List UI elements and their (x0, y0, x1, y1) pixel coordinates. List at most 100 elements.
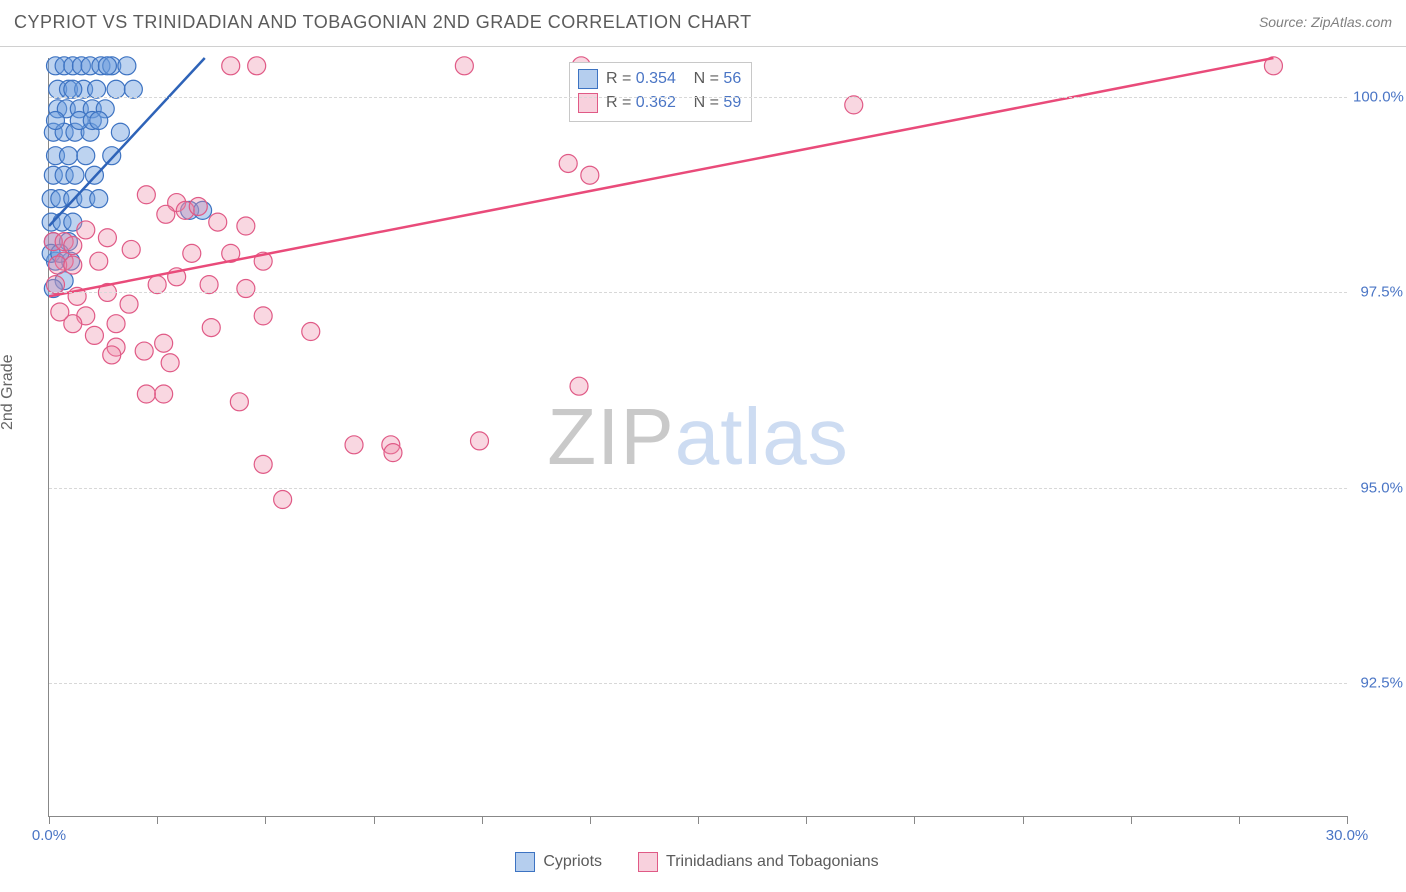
y-axis-title: 2nd Grade (0, 354, 17, 430)
data-point (66, 166, 84, 184)
x-tick (1239, 816, 1240, 824)
data-point (202, 319, 220, 337)
data-point (155, 334, 173, 352)
data-point (570, 377, 588, 395)
source-name: ZipAtlas.com (1311, 14, 1392, 30)
data-point (124, 80, 142, 98)
stats-text: R = 0.362 N = 59 (606, 91, 741, 115)
data-point (107, 80, 125, 98)
data-point (64, 315, 82, 333)
x-tick (1347, 816, 1348, 824)
data-point (118, 57, 136, 75)
data-point (90, 252, 108, 270)
data-point (254, 455, 272, 473)
data-point (135, 342, 153, 360)
data-point (189, 197, 207, 215)
x-tick (590, 816, 591, 824)
data-point (230, 393, 248, 411)
data-point (77, 221, 95, 239)
y-tick-label: 100.0% (1353, 89, 1403, 106)
data-point (200, 276, 218, 294)
data-point (107, 315, 125, 333)
data-point (103, 147, 121, 165)
gridline (49, 488, 1347, 489)
data-point (155, 385, 173, 403)
data-point (88, 80, 106, 98)
data-point (148, 276, 166, 294)
legend-label: Cypriots (543, 853, 602, 871)
y-tick-label: 95.0% (1353, 479, 1403, 496)
data-point (845, 96, 863, 114)
data-point (248, 57, 266, 75)
data-point (254, 307, 272, 325)
data-point (120, 295, 138, 313)
data-point (137, 385, 155, 403)
stats-legend: R = 0.354 N = 56 R = 0.362 N = 59 (569, 62, 752, 122)
data-point (46, 112, 64, 130)
chart-header: CYPRIOT VS TRINIDADIAN AND TOBAGONIAN 2N… (0, 0, 1406, 47)
x-tick (157, 816, 158, 824)
x-tick-label: 0.0% (32, 827, 66, 844)
legend-item-trinidadians: Trinidadians and Tobagonians (638, 852, 879, 872)
data-point (64, 80, 82, 98)
data-point (64, 237, 82, 255)
x-tick (806, 816, 807, 824)
gridline (49, 683, 1347, 684)
gridline (49, 97, 1347, 98)
data-point (559, 154, 577, 172)
stats-legend-row: R = 0.362 N = 59 (578, 91, 741, 115)
data-point (384, 444, 402, 462)
y-tick-label: 92.5% (1353, 675, 1403, 692)
gridline (49, 292, 1347, 293)
data-point (183, 244, 201, 262)
data-point (64, 256, 82, 274)
swatch-pink-icon (638, 852, 658, 872)
data-point (46, 276, 64, 294)
data-point (209, 213, 227, 231)
data-point (98, 57, 116, 75)
scatter-plot: ZIPatlas R = 0.354 N = 56 R = 0.362 N = … (48, 58, 1347, 817)
x-tick (49, 816, 50, 824)
data-point (222, 57, 240, 75)
data-point (90, 190, 108, 208)
x-tick (482, 816, 483, 824)
chart-source: Source: ZipAtlas.com (1259, 14, 1392, 30)
swatch-pink-icon (578, 93, 598, 113)
data-point (98, 229, 116, 247)
data-point (111, 123, 129, 141)
x-tick (1131, 816, 1132, 824)
swatch-blue-icon (578, 69, 598, 89)
data-point (157, 205, 175, 223)
x-tick (374, 816, 375, 824)
data-point (137, 186, 155, 204)
data-point (77, 147, 95, 165)
data-point (85, 326, 103, 344)
data-point (103, 346, 121, 364)
data-point (122, 240, 140, 258)
source-prefix: Source: (1259, 14, 1311, 30)
data-point (581, 166, 599, 184)
data-point (455, 57, 473, 75)
stats-legend-row: R = 0.354 N = 56 (578, 67, 741, 91)
data-point (59, 147, 77, 165)
legend-label: Trinidadians and Tobagonians (666, 853, 879, 871)
data-point (274, 491, 292, 509)
chart-svg (49, 58, 1347, 816)
data-point (237, 217, 255, 235)
x-tick-label: 30.0% (1326, 827, 1369, 844)
data-point (90, 112, 108, 130)
data-point (345, 436, 363, 454)
x-tick (698, 816, 699, 824)
x-tick (914, 816, 915, 824)
x-tick (1023, 816, 1024, 824)
y-tick-label: 97.5% (1353, 284, 1403, 301)
data-point (161, 354, 179, 372)
data-point (471, 432, 489, 450)
legend-item-cypriots: Cypriots (515, 852, 602, 872)
series-legend: Cypriots Trinidadians and Tobagonians (48, 852, 1346, 872)
stats-text: R = 0.354 N = 56 (606, 67, 741, 91)
chart-title: CYPRIOT VS TRINIDADIAN AND TOBAGONIAN 2N… (14, 12, 752, 33)
x-tick (265, 816, 266, 824)
swatch-blue-icon (515, 852, 535, 872)
data-point (237, 280, 255, 298)
